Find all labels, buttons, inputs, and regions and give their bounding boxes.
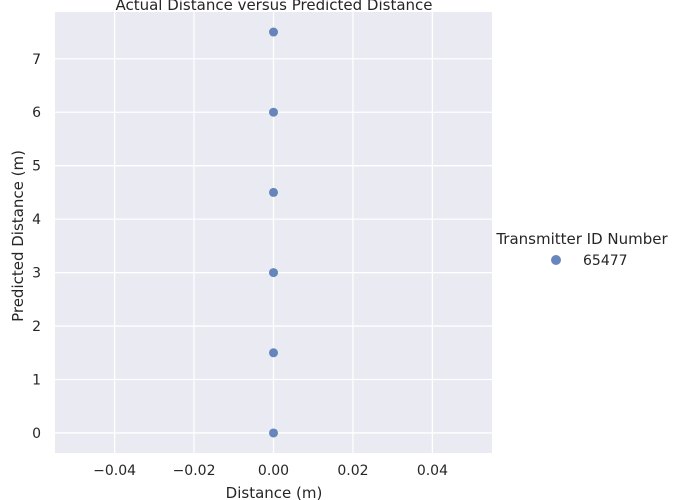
legend: Transmitter ID Number 65477 — [495, 230, 668, 269]
data-point — [269, 348, 278, 358]
data-point — [269, 187, 278, 197]
y-tick-label: 3 — [32, 266, 41, 282]
y-tick-label: 5 — [32, 159, 41, 175]
axis-ticks: −0.04 −0.02 0.00 0.02 0.04 0 1 2 3 4 5 6 7 — [32, 52, 448, 479]
legend-marker — [551, 255, 561, 265]
x-tick-label: 0.00 — [258, 463, 289, 479]
x-axis-label: Distance (m) — [226, 484, 323, 500]
data-point — [269, 268, 278, 278]
data-point — [269, 428, 278, 438]
grid-lines — [55, 12, 492, 453]
y-tick-label: 0 — [32, 426, 41, 442]
legend-title: Transmitter ID Number — [495, 230, 668, 248]
x-tick-label: −0.04 — [93, 463, 136, 479]
y-tick-label: 2 — [32, 319, 41, 335]
legend-entry-label: 65477 — [583, 253, 628, 269]
y-tick-label: 1 — [32, 373, 41, 389]
data-point — [269, 107, 278, 117]
y-tick-label: 7 — [32, 52, 41, 68]
data-point — [269, 27, 278, 37]
x-tick-label: 0.04 — [417, 463, 448, 479]
chart-title: Actual Distance versus Predicted Distanc… — [115, 0, 432, 14]
y-axis-label: Predicted Distance (m) — [9, 150, 27, 322]
y-tick-label: 4 — [32, 212, 41, 228]
y-tick-label: 6 — [32, 105, 41, 121]
x-tick-label: −0.02 — [173, 463, 216, 479]
x-tick-label: 0.02 — [337, 463, 368, 479]
data-points — [269, 27, 278, 438]
